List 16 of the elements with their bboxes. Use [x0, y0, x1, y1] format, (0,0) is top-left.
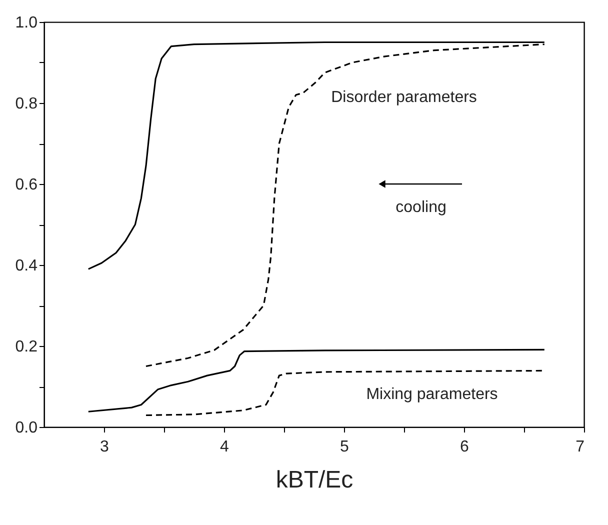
x-tick-label: 5 — [340, 438, 350, 456]
line-series — [88, 348, 546, 412]
x-tick-label: 3 — [100, 438, 110, 456]
x-tick-label: 7 — [576, 438, 585, 456]
y-tick-label: 0.2 — [15, 338, 38, 356]
y-tick-label: 0.8 — [15, 96, 38, 112]
y-tick-label: 0.4 — [15, 258, 38, 274]
annotation: Mixing parameters — [366, 386, 498, 403]
y-tick-label: 0.6 — [15, 176, 38, 194]
y-tick-label: 1.0 — [15, 14, 38, 32]
annotation: cooling — [396, 199, 446, 216]
x-tick-label: 4 — [220, 438, 230, 456]
annotation: Disorder parameters — [331, 89, 477, 106]
x-tick-label: 6 — [460, 438, 470, 456]
y-tick-label: 0.0 — [15, 420, 38, 436]
x-axis-title: kBT/Ec — [276, 466, 354, 494]
